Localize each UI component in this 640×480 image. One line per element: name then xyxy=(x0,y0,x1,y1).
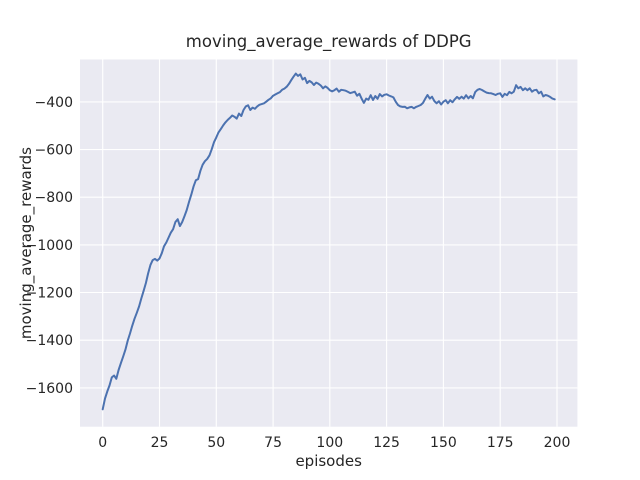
x-tick-label: 50 xyxy=(207,435,225,451)
y-tick-labels: −400 −600 −800 −1000 −1200 −1400 −1600 xyxy=(26,95,73,397)
y-tick-label: −1600 xyxy=(26,381,73,397)
y-tick-label: −600 xyxy=(35,143,73,159)
chart-title: moving_average_rewards of DDPG xyxy=(186,32,472,52)
x-tick-label: 0 xyxy=(98,435,107,451)
grid-lines xyxy=(80,59,578,427)
y-tick-label: −800 xyxy=(35,190,73,206)
x-tick-label: 200 xyxy=(544,435,571,451)
x-tick-labels: 0 25 50 75 100 125 150 175 200 xyxy=(98,435,570,451)
x-tick-label: 125 xyxy=(373,435,400,451)
series-line-ddpg xyxy=(101,72,556,411)
x-axis-label: episodes xyxy=(295,452,362,470)
x-tick-label: 25 xyxy=(151,435,169,451)
x-tick-label: 100 xyxy=(316,435,343,451)
y-tick-label: −1200 xyxy=(26,286,73,302)
x-tick-label: 150 xyxy=(430,435,457,451)
y-tick-label: −1400 xyxy=(26,333,73,349)
x-tick-label: 75 xyxy=(264,435,282,451)
y-tick-label: −400 xyxy=(35,95,73,111)
plot-area xyxy=(80,59,578,427)
y-tick-label: −1000 xyxy=(26,238,73,254)
y-axis-label: moving_average_rewards xyxy=(17,147,36,339)
x-tick-label: 175 xyxy=(487,435,514,451)
